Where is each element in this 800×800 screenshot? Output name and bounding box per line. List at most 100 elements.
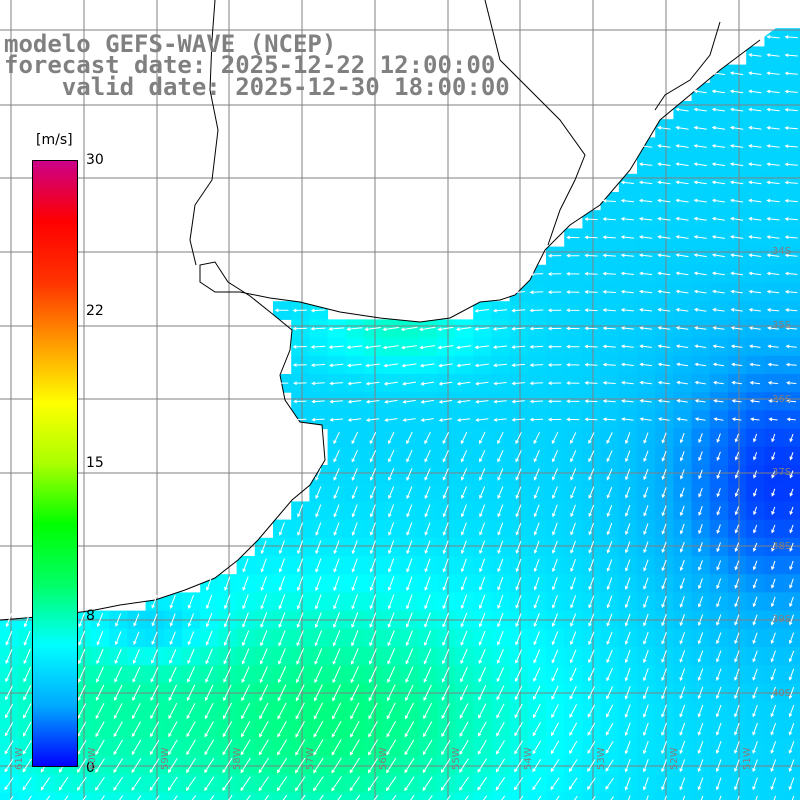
wind-arrow [639, 417, 652, 421]
wind-arrow [679, 759, 686, 773]
wind-arrow [351, 504, 358, 518]
wind-arrow [350, 684, 360, 702]
wind-arrow [118, 795, 124, 800]
wind-arrow [566, 271, 580, 276]
wind-arrow [258, 776, 270, 792]
wind-arrow [22, 777, 32, 791]
wind-arrow [419, 363, 435, 368]
wind-arrow [204, 776, 215, 792]
wind-arrow [588, 559, 595, 572]
wind-arrow [766, 308, 780, 312]
wind-arrow [784, 289, 798, 294]
wind-arrow [310, 345, 326, 349]
wind-arrow [552, 540, 558, 554]
wind-arrow [475, 418, 489, 422]
wind-arrow [293, 417, 307, 422]
wind-arrow [588, 486, 595, 499]
wind-arrow [661, 632, 667, 645]
wind-speed-cell [637, 792, 656, 800]
wind-arrow [349, 757, 361, 774]
wind-arrow [497, 540, 504, 554]
wind-arrow [95, 776, 105, 791]
wind-arrow [602, 198, 616, 203]
wind-arrow [460, 486, 467, 500]
wind-arrow [784, 162, 798, 167]
latitude-label: 35S [772, 320, 792, 331]
wind-arrow [384, 399, 398, 404]
wind-arrow [387, 648, 396, 665]
wind-arrow [369, 522, 376, 536]
wind-speed-cell [527, 792, 547, 800]
wind-arrow [642, 686, 649, 700]
wind-arrow [731, 362, 743, 367]
wind-arrow [570, 559, 576, 572]
wind-arrow [570, 595, 577, 609]
wind-arrow [664, 795, 667, 800]
wind-arrow [114, 631, 122, 646]
wind-arrow [566, 362, 580, 367]
wind-arrow [734, 741, 740, 754]
wind-arrow [364, 327, 381, 332]
wind-arrow [693, 125, 707, 130]
wind-arrow [547, 253, 562, 258]
wind-arrow [405, 702, 414, 720]
wind-arrow [730, 216, 744, 221]
wind-arrow [319, 794, 324, 800]
wind-arrow [638, 144, 653, 148]
wind-arrow [657, 162, 671, 167]
wind-arrow [748, 180, 762, 185]
wind-arrow [551, 667, 559, 682]
wind-arrow [404, 776, 415, 792]
wind-arrow [259, 648, 268, 665]
wind-arrow [351, 594, 358, 610]
wind-arrow [789, 488, 794, 497]
wind-arrow [424, 468, 431, 481]
wind-arrow [588, 613, 595, 627]
wind-arrow [789, 578, 794, 589]
wind-arrow [592, 796, 596, 800]
wind-arrow [292, 326, 308, 331]
wind-arrow [264, 794, 270, 800]
wind-arrow [314, 630, 323, 647]
wind-arrow [766, 217, 780, 221]
wind-arrow [369, 540, 376, 555]
wind-arrow [734, 650, 740, 663]
wind-arrow [295, 702, 305, 720]
wind-arrow [333, 576, 340, 592]
wind-arrow [770, 614, 776, 626]
wind-arrow [584, 217, 598, 222]
wind-arrow [533, 540, 540, 554]
wind-arrow [365, 381, 380, 386]
wind-arrow [532, 758, 542, 773]
wind-arrow [22, 740, 32, 755]
wind-arrow [477, 721, 487, 737]
colorbar [32, 160, 78, 767]
wind-arrow [661, 487, 667, 499]
wind-arrow [514, 685, 523, 701]
wind-arrow [587, 722, 596, 736]
wind-arrow [605, 722, 614, 736]
wind-arrow [602, 235, 616, 240]
wind-arrow [789, 506, 794, 516]
wind-arrow [386, 684, 396, 702]
wind-arrow [386, 776, 397, 792]
wind-arrow [460, 594, 468, 610]
wind-arrow [693, 253, 707, 258]
wind-arrow [351, 449, 358, 463]
wind-arrow [550, 740, 560, 755]
wind-arrow [314, 684, 323, 702]
wind-arrow [569, 704, 578, 718]
wind-arrow [620, 344, 634, 349]
wind-arrow [424, 594, 431, 610]
wind-arrow [187, 666, 195, 683]
wind-arrow [493, 363, 507, 368]
wind-arrow [587, 759, 596, 773]
wind-arrow [511, 345, 526, 349]
wind-arrow [753, 470, 758, 479]
wind-arrow [293, 381, 307, 386]
wind-arrow [405, 684, 414, 702]
wind-arrow [789, 433, 794, 443]
wind-arrow [404, 721, 415, 738]
wind-arrow [333, 504, 340, 518]
wind-arrow [296, 576, 304, 592]
